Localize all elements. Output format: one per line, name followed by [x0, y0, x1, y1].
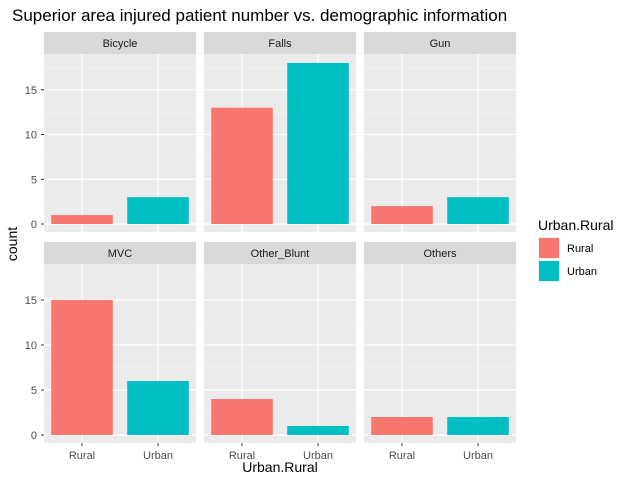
y-tick-label: 5: [31, 174, 37, 186]
x-tick-label: Rural: [69, 450, 95, 462]
x-tick-label: Urban: [303, 450, 333, 462]
facet-strip: [44, 242, 196, 264]
bar-other-blunt-urban: [287, 426, 349, 435]
x-tick-label: Rural: [229, 450, 255, 462]
y-tick-label: 5: [31, 385, 37, 397]
bar-mvc-rural: [51, 300, 113, 435]
legend-title: Urban.Rural: [538, 217, 613, 233]
facet-strip: [204, 242, 356, 264]
facet-other-blunt: Other_Blunt Rural Urban: [204, 242, 356, 462]
bar-other-blunt-rural: [211, 399, 273, 435]
facet-falls: Falls: [204, 32, 356, 232]
bar-falls-rural: [211, 107, 273, 224]
facet-label: Bicycle: [103, 38, 138, 50]
facet-mvc: MVC 0 5 10 15 Rural Urban: [25, 242, 196, 462]
y-tick-label: 10: [25, 130, 37, 142]
facet-label: MVC: [108, 248, 133, 260]
facet-label: Other_Blunt: [251, 248, 310, 260]
y-tick-label: 10: [25, 340, 37, 352]
bar-gun-rural: [371, 206, 433, 224]
facet-strip: [364, 32, 516, 54]
facet-bicycle: Bicycle 0 5 10 15: [25, 32, 196, 232]
facet-gun: Gun: [364, 32, 516, 232]
facet-strip: [44, 32, 196, 54]
bar-bicycle-urban: [127, 197, 189, 224]
y-tick-label: 15: [25, 295, 37, 307]
bar-others-rural: [371, 417, 433, 435]
chart-title: Superior area injured patient number vs.…: [12, 6, 507, 25]
facet-panels: Bicycle 0 5 10 15 Falls Gun MVC 0 5 10 15 Rural Urban…: [25, 32, 516, 462]
panel-background: [364, 264, 516, 443]
x-tick-label: Urban: [143, 450, 173, 462]
legend-swatch-rural: [539, 238, 559, 258]
bar-gun-urban: [447, 197, 509, 224]
facet-strip: [204, 32, 356, 54]
y-tick-label: 0: [31, 430, 37, 442]
facet-strip: [364, 242, 516, 264]
legend-swatch-urban: [539, 261, 559, 281]
facet-label: Falls: [268, 38, 292, 50]
y-tick-label: 0: [31, 219, 37, 231]
y-tick-label: 15: [25, 85, 37, 97]
facet-label: Others: [423, 248, 457, 260]
legend-label-urban: Urban: [567, 266, 597, 278]
bar-others-urban: [447, 417, 509, 435]
legend-label-rural: Rural: [567, 243, 593, 255]
bar-bicycle-rural: [51, 215, 113, 224]
x-axis-title: Urban.Rural: [242, 459, 317, 475]
facet-label: Gun: [430, 38, 451, 50]
facet-others: Others Rural Urban: [364, 242, 516, 462]
bar-mvc-urban: [127, 381, 189, 435]
x-tick-label: Rural: [389, 450, 415, 462]
bar-falls-urban: [287, 62, 349, 224]
y-axis-title: count: [4, 227, 20, 261]
legend: Urban.Rural Rural Urban: [538, 217, 613, 282]
x-tick-label: Urban: [463, 450, 493, 462]
